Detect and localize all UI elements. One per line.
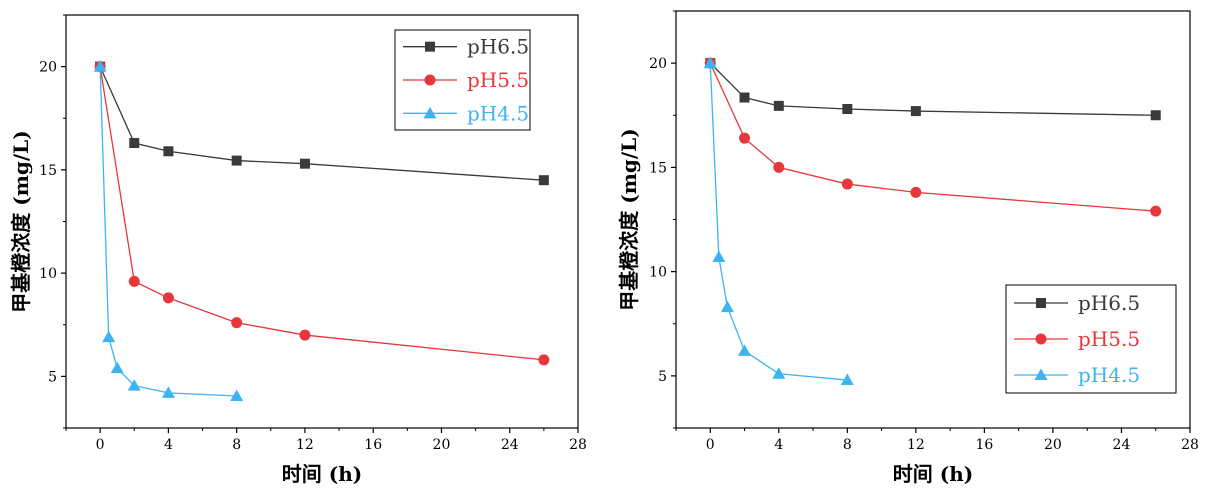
data-point — [739, 92, 750, 103]
x-tick-label: 12 — [907, 437, 925, 453]
x-tick-label: 0 — [96, 437, 105, 453]
legend-marker — [423, 106, 437, 119]
data-point — [772, 367, 786, 379]
series-pH4.5 — [703, 56, 854, 386]
y-tick-label: 15 — [39, 163, 57, 179]
data-point — [162, 292, 174, 304]
x-tick-label: 24 — [501, 437, 519, 453]
legend-label: pH4.5 — [1078, 363, 1140, 387]
chart-panel-1: 0 4 8 12 16 20 24 28 5 10 15 20 时间 (h) 甲基橙浓度 (mg/L) pH… — [9, 14, 587, 486]
x-tick-label: 28 — [569, 437, 587, 453]
legend-marker — [425, 41, 435, 52]
x-tick-label: 8 — [232, 437, 241, 453]
y-tick-label: 5 — [48, 369, 57, 385]
data-point — [773, 161, 785, 173]
legend-marker — [1035, 333, 1047, 345]
x-tick-label: 12 — [296, 437, 314, 453]
data-point — [1150, 205, 1162, 217]
x-tick-label: 24 — [1113, 437, 1131, 453]
y-axis-title: 甲基橙浓度 (mg/L) — [617, 128, 641, 310]
data-point — [703, 56, 717, 69]
legend-label: pH6.5 — [467, 35, 529, 59]
y-tick-label: 5 — [658, 369, 667, 385]
y-tick-label: 20 — [649, 56, 667, 72]
data-point — [712, 250, 726, 263]
legend-label: pH5.5 — [467, 68, 529, 92]
series-line — [99, 66, 237, 397]
data-point — [110, 361, 124, 374]
legend: pH6.5 pH5.5 pH4.5 — [1005, 284, 1177, 394]
data-point — [910, 106, 921, 117]
series-line — [709, 62, 1156, 116]
data-point — [161, 386, 175, 398]
data-point — [231, 155, 242, 166]
series-line — [709, 63, 848, 381]
x-tick-label: 4 — [774, 437, 783, 453]
legend-label: pH6.5 — [1078, 291, 1140, 315]
data-point — [129, 138, 140, 149]
legend-marker — [424, 74, 436, 86]
y-tick-label: 10 — [649, 265, 667, 281]
y-tick-label: 10 — [39, 266, 57, 282]
data-point — [299, 329, 311, 341]
data-point — [1150, 110, 1161, 121]
series-line — [99, 66, 544, 181]
x-tick-label: 16 — [975, 437, 993, 453]
data-point — [538, 354, 550, 366]
data-point — [231, 317, 243, 329]
data-point — [840, 373, 854, 386]
legend-label: pH5.5 — [1078, 327, 1140, 351]
x-tick-label: 20 — [433, 437, 451, 453]
x-axis-title: 时间 (h) — [282, 462, 362, 486]
series-line — [99, 66, 544, 361]
y-tick-label: 20 — [39, 60, 57, 76]
data-point — [127, 379, 141, 391]
data-point — [842, 103, 853, 114]
data-point — [720, 300, 734, 313]
data-point — [738, 344, 752, 356]
data-point — [299, 158, 310, 169]
series-pH4.5 — [93, 60, 244, 401]
x-tick-label: 20 — [1044, 437, 1062, 453]
data-point — [230, 389, 244, 401]
data-point — [910, 186, 922, 198]
series-pH6.5 — [705, 58, 1161, 121]
x-axis-title: 时间 (h) — [893, 462, 973, 486]
x-tick-label: 0 — [706, 437, 715, 453]
y-tick-label: 15 — [649, 160, 667, 176]
legend-label: pH4.5 — [467, 101, 529, 125]
legend-marker — [1036, 298, 1046, 308]
data-point — [841, 178, 853, 190]
series-line — [709, 62, 1156, 212]
y-axis-title: 甲基橙浓度 (mg/L) — [9, 130, 33, 312]
data-point — [102, 330, 116, 343]
x-tick-label: 28 — [1181, 437, 1199, 453]
data-point — [93, 60, 107, 72]
x-tick-label: 4 — [164, 437, 173, 453]
data-point — [163, 146, 174, 157]
chart-panel-2: 0 4 8 12 16 20 24 28 5 10 15 20 时间 (h) 甲基橙浓度 (mg/L) pH… — [617, 10, 1199, 486]
data-point — [773, 100, 784, 111]
legend: pH6.5 pH5.5 pH4.5 — [394, 29, 531, 131]
data-point — [538, 175, 549, 186]
series-pH5.5 — [704, 57, 1162, 217]
data-point — [128, 275, 140, 287]
data-point — [739, 132, 751, 144]
legend-marker — [1034, 368, 1048, 380]
x-tick-label: 16 — [364, 437, 382, 453]
x-tick-label: 8 — [843, 437, 852, 453]
